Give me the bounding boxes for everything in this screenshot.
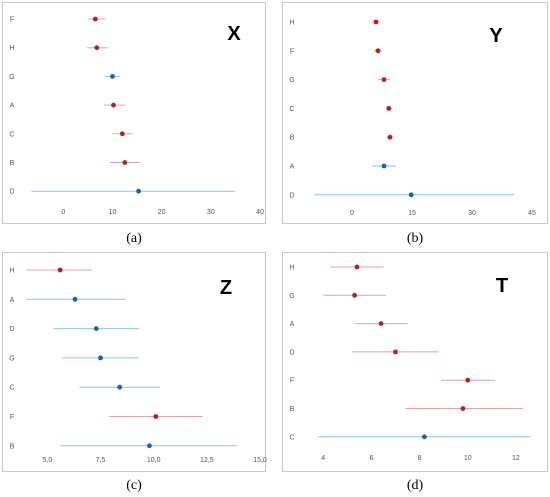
x-tick-label: 40 xyxy=(256,209,264,216)
point-estimate-h xyxy=(94,45,100,51)
row-label-c: C xyxy=(289,434,294,441)
point-estimate-f xyxy=(465,377,471,383)
x-tick-label: 4 xyxy=(321,455,325,462)
chart-frame-b xyxy=(282,2,548,224)
point-estimate-c xyxy=(386,106,392,111)
row-label-b: B xyxy=(290,406,295,413)
chart-title: Z xyxy=(220,277,232,299)
row-label-a: A xyxy=(10,297,15,304)
panel-a: X F H G A C B D 0 10 20 30 40 (a) xyxy=(2,2,266,246)
row-label-d: D xyxy=(289,192,294,199)
x-tick-label: 45 xyxy=(528,210,536,217)
row-label-d: D xyxy=(9,189,14,196)
row-label-g: G xyxy=(289,77,294,84)
point-estimate-d xyxy=(408,192,414,198)
x-tick-label: 20 xyxy=(158,209,166,216)
row-label-b: B xyxy=(10,160,15,167)
row-label-f: F xyxy=(10,414,14,421)
chart-frame-d xyxy=(282,252,548,472)
point-estimate-h xyxy=(354,264,360,270)
row-label-f: F xyxy=(10,17,14,24)
row-label-c: C xyxy=(289,106,294,113)
chart-title: T xyxy=(496,275,508,297)
row-label-c: C xyxy=(9,131,14,138)
point-estimate-g xyxy=(381,77,387,82)
x-tick-label: 10 xyxy=(464,455,472,462)
row-label-d: D xyxy=(9,326,14,333)
row-label-f: F xyxy=(290,378,294,385)
x-tick-label: 15 xyxy=(408,210,416,217)
x-tick-label: 30 xyxy=(207,209,215,216)
point-estimate-d xyxy=(136,188,141,194)
forest-plot-c: Z H A D G C F B 5,0 7,5 10,0 12,5 15,0 xyxy=(9,267,267,465)
row-label-h: H xyxy=(289,20,294,27)
row-label-a: A xyxy=(290,164,295,171)
caption-c: (c) xyxy=(126,478,142,493)
point-estimate-h xyxy=(373,19,379,25)
row-label-b: B xyxy=(10,443,15,450)
point-estimate-f xyxy=(153,414,159,419)
chart-title: Y xyxy=(489,25,503,47)
x-tick-label: 10,0 xyxy=(147,457,161,464)
caption-a: (a) xyxy=(126,231,142,246)
row-label-g: G xyxy=(289,293,294,300)
point-estimate-b xyxy=(147,443,152,449)
row-label-h: H xyxy=(289,265,294,272)
row-label-c: C xyxy=(9,385,14,392)
x-tick-label: 30 xyxy=(468,210,476,217)
row-label-b: B xyxy=(290,135,295,142)
x-tick-label: 6 xyxy=(369,455,373,462)
x-tick-label: 7,5 xyxy=(96,457,106,464)
point-estimate-a xyxy=(72,296,78,302)
x-tick-label: 12 xyxy=(512,455,520,462)
point-estimate-g xyxy=(98,355,103,361)
point-estimate-d xyxy=(93,326,99,331)
point-estimate-h xyxy=(57,267,63,273)
x-tick-label: 10 xyxy=(109,209,117,216)
panel-c: Z H A D G C F B 5,0 7,5 10,0 12,5 15,0 (c) xyxy=(2,252,267,495)
x-tick-label: 15,0 xyxy=(253,457,267,464)
caption-b: (b) xyxy=(406,231,424,246)
row-label-g: G xyxy=(9,74,14,81)
x-tick-label: 8 xyxy=(418,455,422,462)
row-label-a: A xyxy=(290,321,295,328)
caption-d: (d) xyxy=(406,478,424,493)
panel-b: Y H F G C B A D 0 15 30 45 (b) xyxy=(282,2,548,246)
chart-title: X xyxy=(227,23,241,45)
row-label-g: G xyxy=(9,355,14,362)
row-label-h: H xyxy=(9,268,14,275)
row-label-a: A xyxy=(10,103,15,110)
point-estimate-f xyxy=(375,48,381,54)
point-estimate-g xyxy=(110,74,115,79)
point-estimate-c xyxy=(119,131,125,137)
point-estimate-a xyxy=(111,102,116,108)
chart-frame-a xyxy=(2,2,266,224)
point-estimate-c xyxy=(422,434,427,440)
x-tick-label: 5,0 xyxy=(43,457,53,464)
point-estimate-f xyxy=(92,16,98,22)
point-estimate-c xyxy=(117,384,123,390)
chart-frame-c xyxy=(2,252,266,472)
point-estimate-g xyxy=(352,292,357,298)
x-tick-label: 0 xyxy=(61,209,65,216)
forest-plot-b: Y H F G C B A D 0 15 30 45 xyxy=(289,19,536,218)
forest-plot-a: X F H G A C B D 0 10 20 30 40 xyxy=(9,16,264,217)
point-estimate-b xyxy=(460,406,466,411)
point-estimate-a xyxy=(378,321,384,326)
forest-plot-d: T H G A D F B C 4 6 8 10 12 xyxy=(289,264,531,462)
row-label-h: H xyxy=(9,45,14,52)
point-estimate-a xyxy=(381,163,387,169)
point-estimate-d xyxy=(393,349,398,355)
x-tick-label: 0 xyxy=(350,210,354,217)
point-estimate-b xyxy=(122,160,128,165)
row-label-f: F xyxy=(290,48,294,55)
row-label-d: D xyxy=(289,349,294,356)
point-estimate-b xyxy=(387,134,393,140)
panel-d: T H G A D F B C 4 6 8 10 12 (d) xyxy=(282,252,548,495)
x-tick-label: 12,5 xyxy=(200,457,214,464)
